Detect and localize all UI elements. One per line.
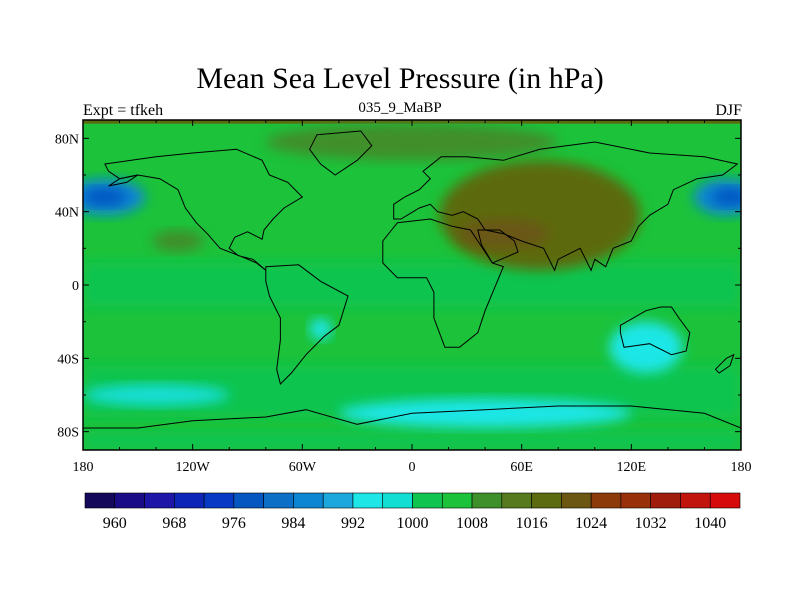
season-label: DJF [715,102,742,119]
x-tick-label: 180 [731,460,752,475]
field-south-pacific-trough [83,384,230,406]
coastline-north-america [104,148,304,271]
run-label: 035_9_MaBP [358,100,442,116]
colorbar-label: 968 [162,515,186,532]
coastline-greenland [309,130,373,176]
coastline-eurasia [393,141,739,272]
colorbar-box [352,492,384,509]
coastlines [83,130,741,450]
colorbar-label: 960 [103,515,127,532]
colorbar-box [382,492,413,509]
coastline-australia [619,306,691,356]
colorbar: 960 968 976 984 992 1000 1008 1016 1024 1032 1040 [84,492,741,532]
y-tick-label: 0 [72,279,79,294]
colorbar-box [174,492,205,509]
colorbar-label: 1032 [635,515,667,532]
y-tick-label: 40S [57,352,79,367]
colorbar-box [412,492,443,509]
field-north-atlantic-low-core [711,187,741,207]
coastline-south-america [265,264,349,385]
colorbar-box [590,492,622,509]
colorbar-box [293,492,324,509]
map-field [83,120,741,450]
coastline-new-zealand [714,353,735,374]
x-tick-label: 60W [289,460,317,475]
field-aleutian-ridge [152,230,204,252]
y-tick-label: 80S [57,426,79,441]
x-tick-label: 60E [510,460,533,475]
colorbar-label: 984 [281,515,305,532]
experiment-label: Expt = tfkeh [83,102,164,119]
field-australia-low [609,321,683,374]
coastline-alaska-peninsula [108,174,139,187]
chart-title: Mean Sea Level Pressure (in hPa) [196,62,604,95]
colorbar-box [561,492,592,509]
x-tick-label: 120W [176,460,211,475]
axes: 180 120W 60W 0 60E 120E 180 80S 40S 0 40N 80N [55,120,752,475]
colorbar-label: 1024 [575,515,607,532]
colorbar-box [531,492,562,509]
colorbar-label: 1040 [694,515,726,532]
field-tropical-band [83,263,741,307]
colorbar-box [620,492,651,509]
x-tick-label: 180 [73,460,94,475]
y-tick-label: 40N [55,206,79,221]
colorbar-label: 992 [341,515,365,532]
colorbar-label: 1000 [397,515,429,532]
colorbar-box [650,492,681,509]
colorbar-box [114,492,145,509]
field-north-pacific-low-core [83,187,127,207]
colorbar-label: 1008 [456,515,488,532]
colorbar-box [471,492,503,509]
colorbar-box [263,492,294,509]
colorbar-label: 976 [222,515,246,532]
field-arctic-ridge [265,123,559,161]
coastline-antarctica [83,405,741,450]
colorbar-box [233,492,264,509]
colorbar-label: 1016 [516,515,548,532]
colorbar-box [203,492,235,509]
colorbar-box [680,492,711,509]
y-tick-label: 80N [55,132,79,147]
coastline-arabia [477,229,519,264]
colorbar-box [84,492,116,509]
x-tick-label: 0 [409,460,416,475]
field-antarctic-coast-band [83,431,741,450]
coastline-africa [382,218,505,348]
field-south-america-low [309,318,332,340]
field-southern-ocean-trough [338,398,632,429]
colorbar-box [322,492,354,509]
colorbar-box [709,492,741,509]
colorbar-box [144,492,175,509]
x-tick-label: 120E [617,460,647,475]
colorbar-box [501,492,532,509]
colorbar-box [441,492,473,509]
